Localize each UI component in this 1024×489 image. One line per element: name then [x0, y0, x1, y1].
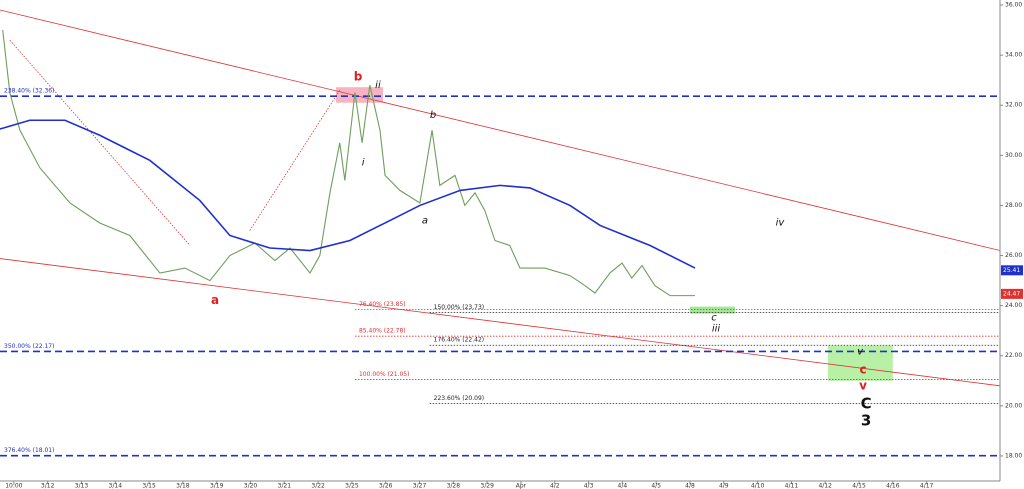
x-tick-label: 3/21 [278, 483, 292, 489]
x-tick-label: 4/4 [618, 483, 628, 489]
wave-label: a [211, 293, 219, 307]
x-tick-label: 3/18 [176, 483, 190, 489]
wave-label: iii [712, 324, 721, 335]
level-label: 376.40% (18.01) [4, 447, 54, 454]
y-tick-label: 34.00 [1005, 52, 1022, 59]
wave-label: b [430, 110, 436, 121]
y-tick-label: 20.00 [1005, 402, 1022, 409]
y-tick-label: 28.00 [1005, 202, 1022, 209]
x-tick-label: Apr [516, 483, 527, 489]
x-tick-label: 3/14 [109, 483, 123, 489]
wave-label: ii [375, 80, 381, 91]
level-label: 150.00% (23.73) [434, 304, 484, 311]
y-tick-label: 30.00 [1005, 152, 1022, 159]
x-tick-label: 3/26 [379, 483, 393, 489]
x-tick-label: 4/10 [751, 483, 765, 489]
wave-label: c [860, 362, 867, 376]
x-tick-label: 3/15 [142, 483, 156, 489]
series-line [0, 119, 696, 269]
x-tick-label: 4/17 [920, 483, 934, 489]
x-tick-label: 3/25 [345, 483, 359, 489]
wave-label: 3 [861, 411, 871, 429]
x-tick-label: 3/29 [480, 483, 494, 489]
level-label: 85.40% (22.78) [359, 328, 406, 335]
x-tick-label: 4/5 [651, 483, 661, 489]
x-tick-label: 3/28 [447, 483, 461, 489]
wave-label: v [857, 347, 864, 358]
x-tick-label: 4/2 [550, 483, 560, 489]
level-label: 350.00% (22.17) [4, 343, 54, 350]
x-tick-label: 3/13 [75, 483, 89, 489]
y-tick-label: 24.00 [1005, 302, 1022, 309]
plot-area [0, 9, 1000, 457]
trend-line [9, 39, 191, 246]
wave-label: C [861, 394, 872, 412]
level-label: 100.00% (21.05) [359, 371, 409, 378]
level-label: 176.40% (22.42) [434, 337, 484, 344]
y-tick-label: 32.00 [1005, 102, 1022, 109]
x-tick-label: 4/3 [584, 483, 594, 489]
x-tick-label: 4/11 [785, 483, 799, 489]
x-tick-label: 3/22 [311, 483, 325, 489]
wave-label: iv [776, 217, 786, 228]
wave-label: c [711, 313, 717, 324]
x-tick-label: 3/19 [210, 483, 224, 489]
wave-label: v [859, 378, 867, 392]
x-tick-label: 10:00 [5, 483, 22, 489]
x-tick-label: 3/20 [244, 483, 258, 489]
x-tick-label: 4/15 [852, 483, 866, 489]
level-label: 223.60% (20.09) [434, 395, 484, 402]
y-tick-label: 22.00 [1005, 352, 1022, 359]
level-label: 76.40% (23.85) [359, 301, 406, 308]
x-tick-label: 4/9 [719, 483, 729, 489]
x-tick-label: 3/27 [413, 483, 427, 489]
wave-label: b [354, 70, 363, 84]
trend-line [0, 9, 1000, 251]
wave-label: i [362, 157, 365, 168]
y-tick-label: 26.00 [1005, 252, 1022, 259]
price-tag-label: 25.41 [1003, 267, 1020, 274]
y-tick-label: 18.00 [1005, 452, 1022, 459]
x-tick-label: 3/12 [41, 483, 55, 489]
trend-line [249, 89, 341, 231]
price-tag [1001, 288, 1023, 299]
series-line [2, 30, 696, 297]
x-tick-label: 4/12 [818, 483, 832, 489]
wave-label: a [422, 215, 428, 226]
price-tag [1001, 265, 1023, 276]
level-label: 238.40% (32.36) [4, 88, 54, 95]
y-tick-label: 36.00 [1005, 2, 1022, 9]
x-tick-label: 4/16 [886, 483, 900, 489]
price-tag-label: 24.47 [1003, 290, 1020, 297]
zone [689, 306, 735, 314]
x-tick-label: 4/8 [685, 483, 695, 489]
trend-line [0, 258, 1000, 387]
